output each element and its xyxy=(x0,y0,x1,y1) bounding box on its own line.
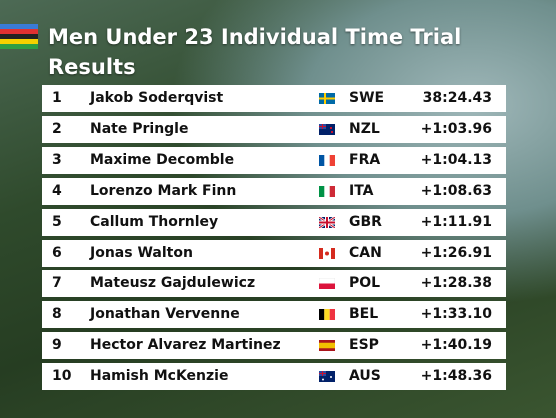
time: +1:11.91 xyxy=(420,213,492,230)
flag-icon xyxy=(319,278,335,290)
time: 38:24.43 xyxy=(422,90,492,106)
result-row: 5 Callum Thornley GBR +1:11.91 xyxy=(42,208,506,236)
rank: 5 xyxy=(52,213,62,230)
country-code: SWE xyxy=(349,90,385,106)
time: +1:08.63 xyxy=(420,182,492,199)
country-code: CAN xyxy=(349,244,382,261)
time: +1:40.19 xyxy=(420,337,492,354)
country-code: BEL xyxy=(349,306,379,323)
flag-icon xyxy=(319,247,335,259)
rank: 10 xyxy=(52,368,72,385)
result-row: 4 Lorenzo Mark Finn ITA +1:08.63 xyxy=(42,177,506,205)
rank: 3 xyxy=(52,151,62,168)
result-row: 2 Nate Pringle NZL +1:03.96 xyxy=(42,115,506,143)
result-row: 3 Maxime Decomble FRA +1:04.13 xyxy=(42,146,506,174)
flag-icon xyxy=(319,371,335,383)
rider-name: Mateusz Gajdulewicz xyxy=(90,275,256,292)
country-code: ITA xyxy=(349,182,374,199)
flag-icon xyxy=(319,340,335,352)
flag-icon xyxy=(319,309,335,321)
rider-name: Maxime Decomble xyxy=(90,151,235,168)
result-row: 8 Jonathan Vervenne BEL +1:33.10 xyxy=(42,301,506,329)
result-row: 10 Hamish McKenzie AUS +1:48.36 xyxy=(42,363,506,391)
time: +1:04.13 xyxy=(420,151,492,168)
flag-icon xyxy=(319,185,335,197)
rider-name: Jonathan Vervenne xyxy=(90,306,240,323)
time: +1:48.36 xyxy=(420,368,492,385)
rider-name: Nate Pringle xyxy=(90,120,189,137)
rank: 7 xyxy=(52,275,62,292)
flag-icon xyxy=(319,123,335,135)
result-row: 1 Jakob Soderqvist SWE 38:24.43 xyxy=(42,85,506,112)
title: Men Under 23 Individual Time Trial Resul… xyxy=(48,25,462,79)
time: +1:28.38 xyxy=(420,275,492,292)
rider-name: Lorenzo Mark Finn xyxy=(90,182,237,199)
rider-name: Hector Alvarez Martinez xyxy=(90,337,281,354)
logo-stripes xyxy=(0,24,38,49)
country-code: AUS xyxy=(349,368,381,385)
result-row: 9 Hector Alvarez Martinez ESP +1:40.19 xyxy=(42,332,506,360)
result-row: 7 Mateusz Gajdulewicz POL +1:28.38 xyxy=(42,270,506,298)
time: +1:26.91 xyxy=(420,244,492,261)
rider-name: Jonas Walton xyxy=(90,244,193,261)
country-code: NZL xyxy=(349,120,380,137)
rank: 1 xyxy=(52,90,62,106)
country-code: GBR xyxy=(349,213,382,230)
flag-icon xyxy=(319,216,335,228)
flag-icon xyxy=(319,93,335,104)
rank: 6 xyxy=(52,244,62,261)
rank: 8 xyxy=(52,306,62,323)
rank: 9 xyxy=(52,337,62,354)
rider-name: Hamish McKenzie xyxy=(90,368,229,385)
result-row: 6 Jonas Walton CAN +1:26.91 xyxy=(42,239,506,267)
time: +1:03.96 xyxy=(420,120,492,137)
country-code: POL xyxy=(349,275,381,292)
time: +1:33.10 xyxy=(420,306,492,323)
flag-icon xyxy=(319,154,335,166)
rider-name: Jakob Soderqvist xyxy=(90,90,224,106)
rider-name: Callum Thornley xyxy=(90,213,219,230)
rank: 2 xyxy=(52,120,62,137)
rank: 4 xyxy=(52,182,62,199)
country-code: FRA xyxy=(349,151,381,168)
country-code: ESP xyxy=(349,337,379,354)
